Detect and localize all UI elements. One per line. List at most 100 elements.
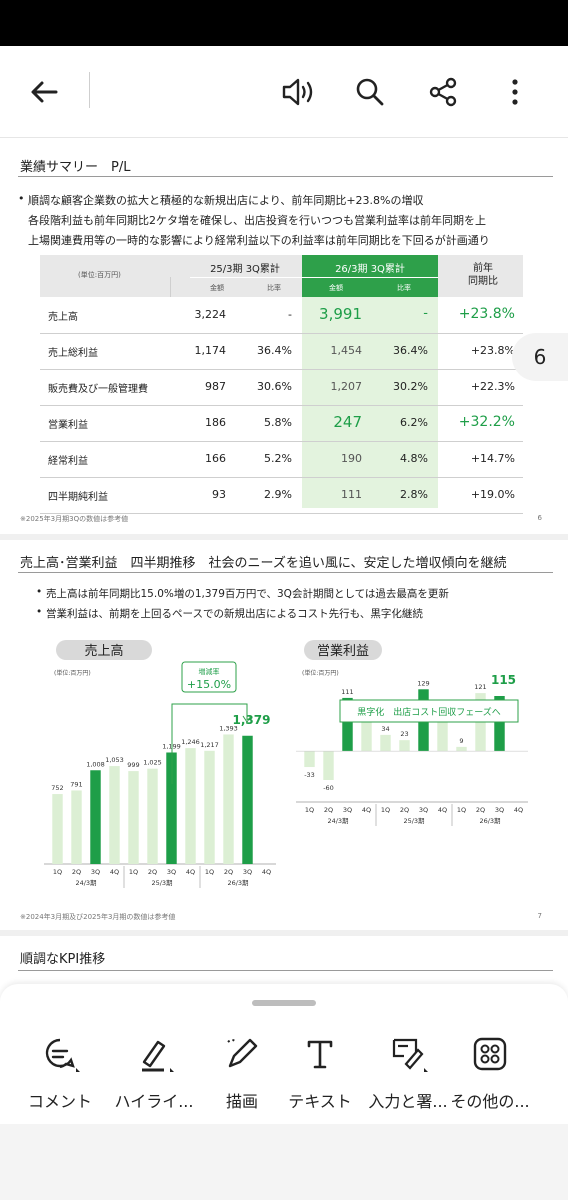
sheet-handle[interactable]	[252, 1000, 316, 1006]
chart-bar	[185, 748, 196, 864]
chart-bar	[242, 735, 253, 864]
annotation-tools-sheet: コメント ハイライ... 描画 テキスト 入力と署... その他の...	[0, 984, 568, 1124]
data-label: 1,008	[86, 760, 105, 768]
page-number-badge[interactable]: 6	[512, 333, 568, 381]
tick-label: 1Q	[457, 806, 466, 814]
status-bar	[0, 0, 568, 46]
row-divider	[40, 333, 523, 334]
current-ratio: 36.4%	[393, 344, 428, 357]
chart-title-bg	[56, 640, 152, 660]
sign-icon	[388, 1034, 428, 1074]
yoy-header: 前年 同期比	[468, 263, 498, 287]
draw-icon	[222, 1034, 262, 1074]
current-ratio: 4.8%	[400, 452, 428, 465]
chart-title-bg	[304, 640, 382, 660]
current-amount: 1,207	[330, 380, 363, 393]
chart-title: 営業利益	[317, 643, 369, 659]
current-ratio: -	[423, 306, 428, 321]
chart-bar	[166, 752, 177, 864]
chart-bar	[456, 746, 467, 752]
footnote: ※2024年3月期及び2025年3月期の数値は参考値	[20, 913, 176, 921]
tick-label: 1Q	[305, 806, 314, 814]
tick-label: 1Q	[205, 868, 214, 876]
tick-label: 2Q	[224, 868, 233, 876]
data-label: 1,246	[181, 738, 200, 746]
tool-label: 描画	[225, 1092, 258, 1111]
tick-label: 2Q	[400, 806, 409, 814]
yoy-change: +19.0%	[470, 488, 515, 501]
tool-text[interactable]: テキスト	[274, 1034, 366, 1114]
speaker-icon[interactable]	[274, 68, 322, 116]
tool-draw[interactable]: 描画	[196, 1034, 288, 1114]
prev-ratio: 2.9%	[264, 488, 292, 501]
row-divider	[40, 441, 523, 442]
chart-bar	[361, 708, 372, 752]
prev-amount: 1,174	[194, 344, 227, 357]
back-icon[interactable]	[20, 68, 68, 116]
growth-callout-value: +15.0%	[187, 678, 231, 691]
growth-callout-box	[181, 661, 237, 693]
tool-more-tools[interactable]: その他の...	[444, 1034, 536, 1114]
chart-bar	[204, 750, 215, 864]
tool-label: テキスト	[288, 1092, 352, 1111]
search-icon[interactable]	[346, 68, 394, 116]
tick-label: 3Q	[343, 806, 352, 814]
prev-amount: 3,224	[194, 308, 227, 321]
data-label: 1,379	[233, 713, 271, 727]
navigation-area	[0, 1124, 568, 1200]
bullet-text: 売上高は前年同期比15.0%増の1,379百万円で、3Q会計期間としては過去最高…	[36, 586, 449, 601]
tick-label: 4Q	[438, 806, 447, 814]
pdf-page-7: 売上高･営業利益 四半期推移 社会のニーズを追い風に、安定した増収傾向を継続 売…	[0, 540, 568, 930]
row-divider	[40, 369, 523, 370]
table-row: 売上高 3,224 - 3,991 - +23.8%	[40, 297, 523, 333]
table-unit: (単位:百万円)	[78, 271, 121, 279]
document-viewer[interactable]: 業績サマリー P/L 順調な顧客企業数の拡大と積極的な新規出店により、前年同期比…	[0, 138, 568, 984]
chart-bar	[437, 714, 448, 752]
data-label: 115	[491, 673, 516, 687]
pdf-page-6: 業績サマリー P/L 順調な顧客企業数の拡大と積極的な新規出店により、前年同期比…	[0, 138, 568, 534]
row-divider	[40, 477, 523, 478]
tick-label: 1Q	[381, 806, 390, 814]
data-label: 999	[127, 761, 139, 769]
chart-bar	[494, 696, 505, 752]
table-row: 営業利益 186 5.8% 247 6.2% +32.2%	[40, 405, 523, 441]
row-divider	[40, 405, 523, 406]
data-label: -33	[304, 771, 315, 779]
row-label: 売上高	[48, 312, 78, 323]
data-label: 9	[459, 737, 463, 745]
yoy-change: +23.8%	[470, 344, 515, 357]
tool-comment[interactable]: コメント	[14, 1034, 106, 1114]
tick-label: 3Q	[419, 806, 428, 814]
table-row: 売上総利益 1,174 36.4% 1,454 36.4% +23.8%	[40, 333, 523, 369]
chart-bar	[128, 771, 139, 864]
tool-sign[interactable]: 入力と署...	[362, 1034, 454, 1114]
profit-callout-box	[339, 699, 519, 723]
group-label: 26/3期	[479, 817, 501, 825]
bullet-text: 上場関連費用等の一時的な影響により経常利益以下の利益率は前年同期比を下回るが計画…	[28, 232, 518, 248]
more-options-icon[interactable]	[491, 68, 539, 116]
table-row: 四半期純利益 93 2.9% 111 2.8% +19.0%	[40, 477, 523, 513]
more-tools-icon	[470, 1034, 510, 1074]
pdf-page-8: 順調なKPI推移	[0, 936, 568, 984]
chart-bar	[52, 794, 63, 864]
prev-amount: 166	[205, 452, 226, 465]
text-icon	[300, 1034, 340, 1074]
prev-ratio: -	[288, 308, 292, 321]
data-label: 129	[417, 679, 429, 687]
chart-bar	[147, 768, 158, 864]
current-period-band	[302, 297, 438, 508]
tool-highlighter[interactable]: ハイライ...	[108, 1034, 200, 1114]
share-icon[interactable]	[419, 68, 467, 116]
chart-title: 売上高	[84, 643, 123, 659]
table-row: 販売費及び一般管理費 987 30.6% 1,207 30.2% +22.3%	[40, 369, 523, 405]
tick-label: 3Q	[167, 868, 176, 876]
yoy-change: +32.2%	[458, 414, 515, 430]
chart-bar	[109, 766, 120, 864]
growth-arrow	[171, 703, 252, 784]
current-amount: 1,454	[330, 344, 363, 357]
data-label: 791	[70, 780, 82, 788]
data-label: 34	[381, 725, 389, 733]
prev-ratio: 30.6%	[257, 380, 292, 393]
tick-label: 4Q	[262, 868, 271, 876]
yoy-change: +22.3%	[470, 380, 515, 393]
